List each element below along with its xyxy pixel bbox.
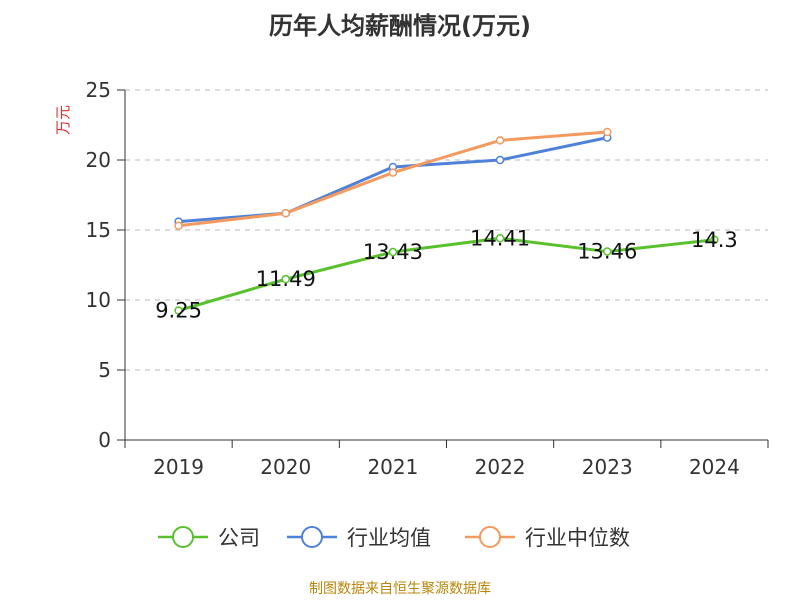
data-label: 14.41 (470, 226, 530, 250)
data-label: 13.46 (577, 240, 637, 264)
y-tick-label: 20 (86, 148, 111, 172)
legend-item[interactable]: 公司 (158, 526, 260, 550)
legend-label: 公司 (218, 526, 260, 550)
data-point (281, 208, 290, 218)
legend-label: 行业中位数 (525, 526, 630, 550)
data-point (281, 274, 290, 284)
data-point (603, 247, 612, 256)
y-tick-label: 0 (98, 428, 111, 452)
x-tick-label: 2020 (260, 455, 311, 479)
y-axis-label: 万元 (54, 105, 72, 135)
data-label: 11.49 (256, 267, 316, 291)
legend: 公司 行业均值 行业中位数 (158, 526, 630, 550)
series-line (178, 136, 608, 224)
data-point (388, 247, 398, 257)
legend-item[interactable]: 行业中位数 (465, 526, 630, 550)
series-points (174, 127, 719, 315)
data-point (495, 136, 505, 145)
data-point (174, 221, 183, 231)
x-tick-label: 2024 (689, 455, 740, 479)
data-point (388, 168, 398, 177)
x-tick-label: 2022 (475, 455, 526, 479)
legend-marker (172, 526, 194, 548)
legend-marker (301, 526, 323, 548)
data-labels: 9.25 11.49 13.43 14.41 13.46 14.3 (155, 226, 738, 322)
x-tick-label: 2019 (153, 455, 204, 479)
y-tick-label: 25 (86, 78, 111, 102)
legend-item[interactable]: 行业均值 (287, 526, 431, 550)
y-tick-label: 15 (86, 218, 111, 242)
x-tick-labels: 2019 2020 2021 2022 2023 2024 (153, 455, 740, 479)
data-point (495, 234, 505, 243)
data-label: 14.3 (691, 228, 738, 252)
legend-marker (479, 526, 501, 548)
axes (117, 89, 769, 448)
data-label: 9.25 (155, 299, 202, 323)
y-tick-label: 10 (86, 288, 111, 312)
series-line (178, 130, 608, 228)
source-note: 制图数据来自恒生聚源数据库 (309, 581, 491, 597)
data-label: 13.43 (363, 240, 423, 264)
x-tick-label: 2023 (582, 455, 633, 479)
chart-title: 历年人均薪酬情况(万元) (269, 12, 531, 40)
grid-lines (125, 89, 768, 371)
data-point (603, 127, 612, 137)
series-line (178, 236, 715, 312)
data-point (174, 306, 183, 315)
data-point (495, 155, 505, 165)
y-tick-label: 5 (98, 358, 111, 382)
y-tick-labels: 0 5 10 15 20 25 (86, 78, 111, 452)
data-point (710, 235, 719, 245)
legend-label: 行业均值 (347, 526, 431, 550)
x-tick-label: 2021 (367, 455, 418, 479)
